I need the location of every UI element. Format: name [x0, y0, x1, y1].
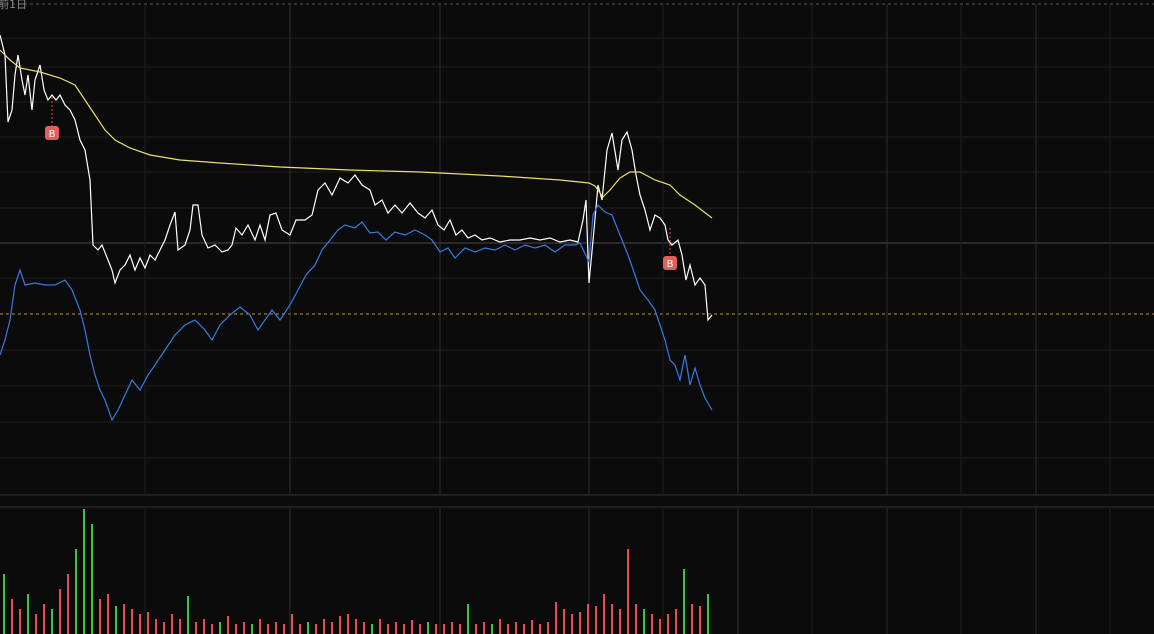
price-line: [0, 49, 713, 219]
signal-badge: [663, 256, 677, 270]
signal-badge: [45, 126, 59, 140]
price-line: [0, 34, 713, 322]
signal-text: B: [667, 259, 674, 270]
day-label: 前1日: [0, 0, 27, 11]
signal-text: B: [49, 129, 56, 140]
grid: [0, 3, 1154, 634]
price-line: [0, 203, 713, 422]
marks: [0, 34, 713, 634]
